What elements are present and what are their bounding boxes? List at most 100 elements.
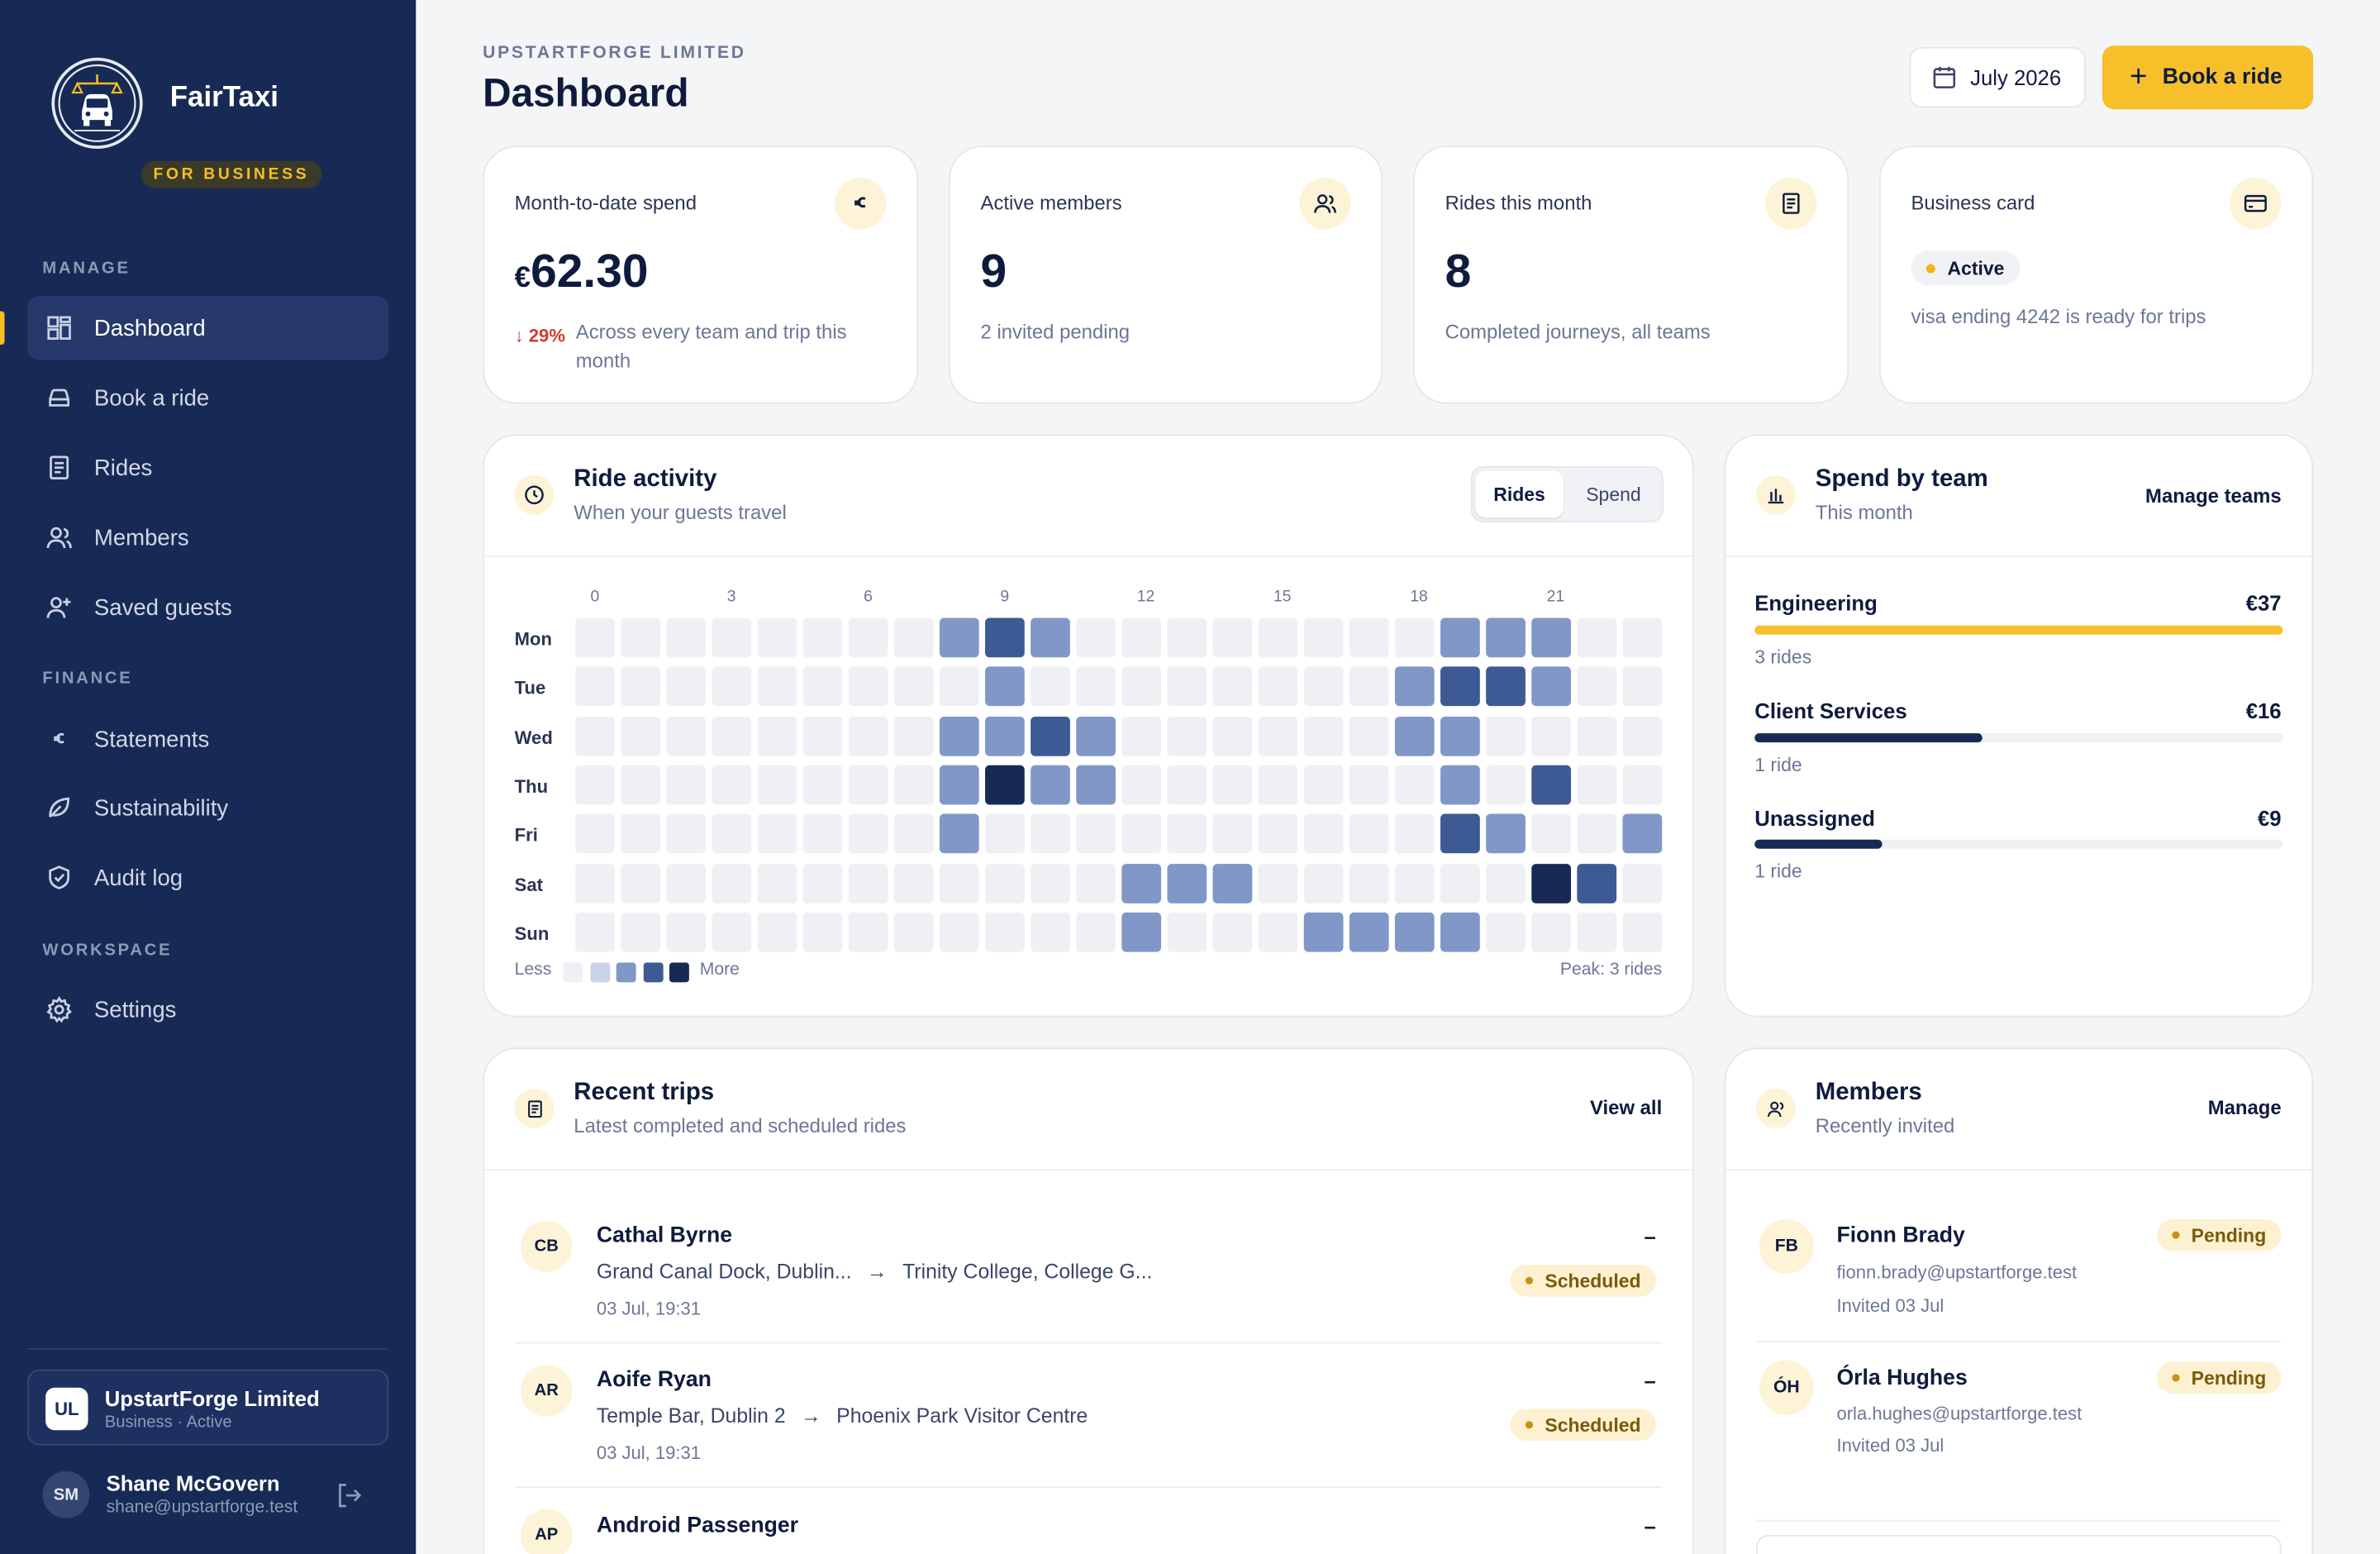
heatmap-cell: [757, 813, 797, 854]
heatmap-cell: [1212, 813, 1253, 854]
sidebar-divider: [27, 1348, 389, 1350]
section-subtitle: Latest completed and scheduled rides: [574, 1114, 907, 1137]
receipt-icon: [514, 1088, 555, 1128]
month-picker-button[interactable]: July 2026: [1909, 46, 2086, 108]
heatmap-cell: [1577, 666, 1617, 707]
heatmap-cell: [1440, 912, 1480, 952]
heatmap-cell: [1394, 912, 1435, 952]
row-divider: [1756, 1340, 2282, 1342]
heatmap-cell: [1349, 666, 1389, 707]
row-divider: [1756, 1519, 2282, 1522]
heatmap-cell: [1577, 765, 1617, 805]
kpi-title: Business card: [1911, 191, 2035, 214]
heatmap-cell: [1622, 912, 1663, 952]
legend-swatch: [669, 962, 689, 983]
heatmap-cell: [802, 666, 843, 707]
business-badge: FOR BUSINESS: [140, 160, 321, 188]
heatmap-cell: [712, 666, 752, 707]
passenger-name: Cathal Byrne: [596, 1223, 733, 1248]
fairtaxi-logo-icon[interactable]: [51, 57, 143, 149]
sidebar-item-dashboard[interactable]: Dashboard: [27, 296, 389, 360]
sidebar-item-statements[interactable]: Statements: [27, 708, 388, 771]
heatmap-cell: [712, 813, 752, 854]
ride-activity-card: Ride activity When your guests travel Ri…: [483, 434, 1694, 1018]
card-divider: [483, 555, 1692, 558]
spend-by-team-card: Spend by team This month Manage teams En…: [1724, 434, 2314, 1018]
day-label: Sat: [514, 874, 543, 895]
book-a-ride-button[interactable]: + Book a ride: [2102, 45, 2314, 110]
row-divider: [514, 1486, 1663, 1488]
heatmap-cell: [1577, 912, 1617, 952]
trip-time: 03 Jul, 19:31: [596, 1298, 702, 1320]
sidebar-item-label: Rides: [93, 455, 153, 481]
section-title: Members: [1815, 1079, 1922, 1106]
sidebar-item-audit-log[interactable]: Audit log: [27, 846, 388, 909]
heatmap-cell: [1622, 765, 1663, 805]
car-icon: [45, 384, 73, 412]
heatmap-cell: [1076, 666, 1116, 707]
heatmap-cell: [1486, 765, 1526, 805]
section-title: Ride activity: [574, 465, 717, 493]
sidebar-item-saved-guests[interactable]: Saved guests: [27, 575, 388, 639]
sidebar-item-label: Audit log: [93, 865, 183, 891]
manage-members-link[interactable]: Manage: [2207, 1096, 2282, 1119]
user-avatar[interactable]: SM: [42, 1471, 90, 1518]
heatmap-cell: [1303, 666, 1344, 707]
heatmap-cell: [1258, 813, 1298, 854]
toggle-spend[interactable]: Spend: [1586, 484, 1641, 505]
org-switcher[interactable]: UL UpstartForge Limited Business · Activ…: [27, 1369, 389, 1446]
heatmap-cell: [1531, 716, 1572, 756]
passenger-name: Aoife Ryan: [596, 1367, 712, 1393]
sidebar-item-members[interactable]: Members: [27, 506, 388, 570]
heatmap-cell: [1531, 765, 1572, 805]
team-name: Unassigned: [1754, 806, 1876, 831]
team-rides: 1 ride: [1754, 754, 1802, 776]
team-progress-bar: [1754, 839, 2283, 849]
heatmap-cell: [848, 863, 888, 903]
sidebar-item-label: Dashboard: [93, 315, 206, 341]
heatmap-cell: [712, 863, 752, 903]
sidebar-item-rides[interactable]: Rides: [27, 436, 388, 499]
manage-teams-link[interactable]: Manage teams: [2145, 484, 2282, 508]
heatmap-cell: [1212, 716, 1253, 756]
day-label: Fri: [514, 824, 538, 846]
heatmap-cell: [1622, 863, 1663, 903]
hour-label: 12: [1136, 587, 1155, 606]
heatmap-cell: [1121, 912, 1162, 952]
users-icon: [1299, 177, 1351, 230]
day-label: Wed: [514, 727, 553, 748]
heatmap-cell: [666, 765, 707, 805]
heatmap-cell: [802, 863, 843, 903]
sidebar-item-settings[interactable]: Settings: [27, 978, 388, 1042]
heatmap-cell: [621, 716, 660, 756]
org-name: UpstartForge Limited: [104, 1385, 320, 1411]
team-amount: €16: [2245, 698, 2282, 723]
heatmap-cell: [1577, 617, 1617, 658]
org-kicker: UPSTARTFORGE LIMITED: [483, 44, 746, 63]
logout-icon[interactable]: [334, 1480, 364, 1511]
heatmap-cell: [1349, 912, 1389, 952]
heatmap-cell: [1486, 617, 1526, 658]
legend-more-label: More: [699, 961, 740, 980]
heatmap-cell: [1486, 912, 1526, 952]
euro-icon: [835, 177, 887, 230]
heatmap-cell: [1303, 813, 1344, 854]
sidebar-item-book-a-ride[interactable]: Book a ride: [27, 366, 388, 430]
heatmap-cell: [1440, 666, 1480, 707]
heatmap-cell: [757, 765, 797, 805]
toggle-rides[interactable]: Rides: [1475, 470, 1564, 518]
heatmap-cell: [621, 765, 660, 805]
view-all-trips-link[interactable]: View all: [1590, 1096, 1663, 1119]
sidebar-item-sustainability[interactable]: Sustainability: [27, 776, 388, 840]
hour-label: 3: [726, 587, 736, 606]
users-icon: [45, 524, 73, 551]
heatmap-cell: [1076, 863, 1116, 903]
members-footer-button[interactable]: [1756, 1534, 2282, 1554]
heatmap-cell: [575, 813, 615, 854]
heatmap-cell: [666, 912, 707, 952]
heatmap-cell: [848, 912, 888, 952]
heatmap-cell: [1167, 666, 1207, 707]
kpi-number: 62.30: [531, 244, 649, 298]
section-subtitle: This month: [1815, 501, 1913, 524]
heatmap-cell: [1303, 912, 1344, 952]
